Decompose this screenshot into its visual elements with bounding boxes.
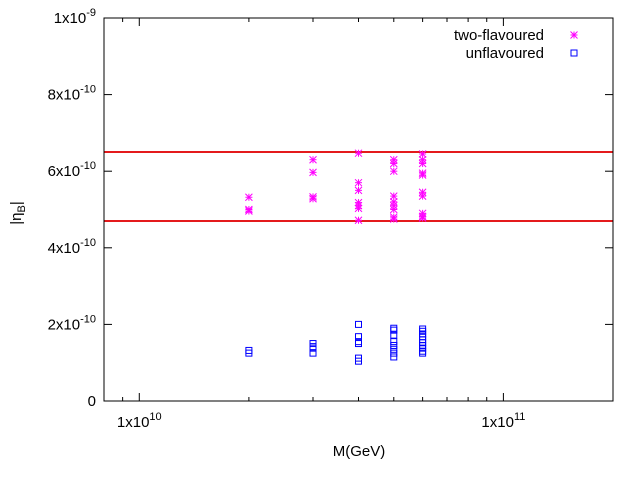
- point-two-flavoured: [418, 171, 427, 179]
- point-two-flavoured: [389, 197, 398, 206]
- point-unflavoured: [245, 349, 253, 357]
- point-two-flavoured: [354, 216, 363, 225]
- point-unflavoured: [309, 349, 317, 357]
- legend-marker-two-flavoured: [570, 31, 578, 39]
- point-unflavoured: [390, 326, 398, 334]
- plot-frame: [103, 17, 614, 402]
- legend-label: unflavoured: [466, 45, 544, 62]
- y-tick-label: 1x10-9: [54, 7, 96, 27]
- x-axis-ticks: 1x1010 1x1011: [103, 18, 614, 431]
- point-two-flavoured: [418, 192, 427, 200]
- point-unflavoured: [390, 338, 398, 346]
- point-two-flavoured: [309, 168, 317, 177]
- y-tick-label: 4x10-10: [48, 237, 96, 257]
- point-unflavoured: [390, 349, 398, 357]
- y-tick-label: 6x10-10: [48, 160, 96, 180]
- point-two-flavoured: [418, 159, 427, 168]
- y-tick-label: 0: [88, 393, 96, 410]
- x-tick-label: 1x1011: [481, 411, 525, 431]
- point-two-flavoured: [354, 186, 363, 195]
- point-two-flavoured: [245, 193, 253, 202]
- point-two-flavoured: [389, 201, 398, 210]
- point-unflavoured: [390, 345, 398, 353]
- point-two-flavoured: [389, 205, 398, 214]
- point-two-flavoured: [354, 204, 363, 213]
- point-two-flavoured: [245, 207, 253, 215]
- point-two-flavoured: [354, 178, 363, 187]
- point-unflavoured: [390, 331, 398, 339]
- y-axis-ticks: 0 2x10-10 4x10-10 6x10-10 8x10-10 1x10-9: [48, 7, 613, 410]
- point-two-flavoured: [389, 159, 398, 168]
- legend-marker-unflavoured: [570, 49, 578, 57]
- point-unflavoured: [355, 333, 362, 341]
- y-tick-label: 8x10-10: [48, 84, 96, 104]
- point-unflavoured: [355, 320, 362, 328]
- point-two-flavoured: [389, 215, 398, 223]
- y-axis-label: |ηB|: [8, 201, 28, 225]
- point-two-flavoured: [418, 214, 427, 222]
- point-two-flavoured: [309, 155, 317, 164]
- x-axis-label: M(GeV): [333, 443, 386, 460]
- y-tick-label: 2x10-10: [48, 313, 96, 333]
- point-unflavoured: [419, 349, 427, 357]
- point-unflavoured: [355, 340, 362, 348]
- point-two-flavoured: [389, 167, 398, 176]
- point-unflavoured: [390, 324, 398, 332]
- legend-label: two-flavoured: [454, 27, 544, 44]
- point-unflavoured: [390, 353, 398, 361]
- point-unflavoured: [390, 341, 398, 349]
- x-tick-label: 1x1010: [117, 411, 162, 431]
- point-two-flavoured: [309, 194, 317, 203]
- point-two-flavoured: [354, 149, 363, 158]
- data-points: [245, 149, 427, 365]
- point-unflavoured: [355, 357, 362, 365]
- y-axis-label-subscript: B: [16, 205, 28, 212]
- point-unflavoured: [309, 344, 317, 352]
- point-two-flavoured: [389, 192, 398, 200]
